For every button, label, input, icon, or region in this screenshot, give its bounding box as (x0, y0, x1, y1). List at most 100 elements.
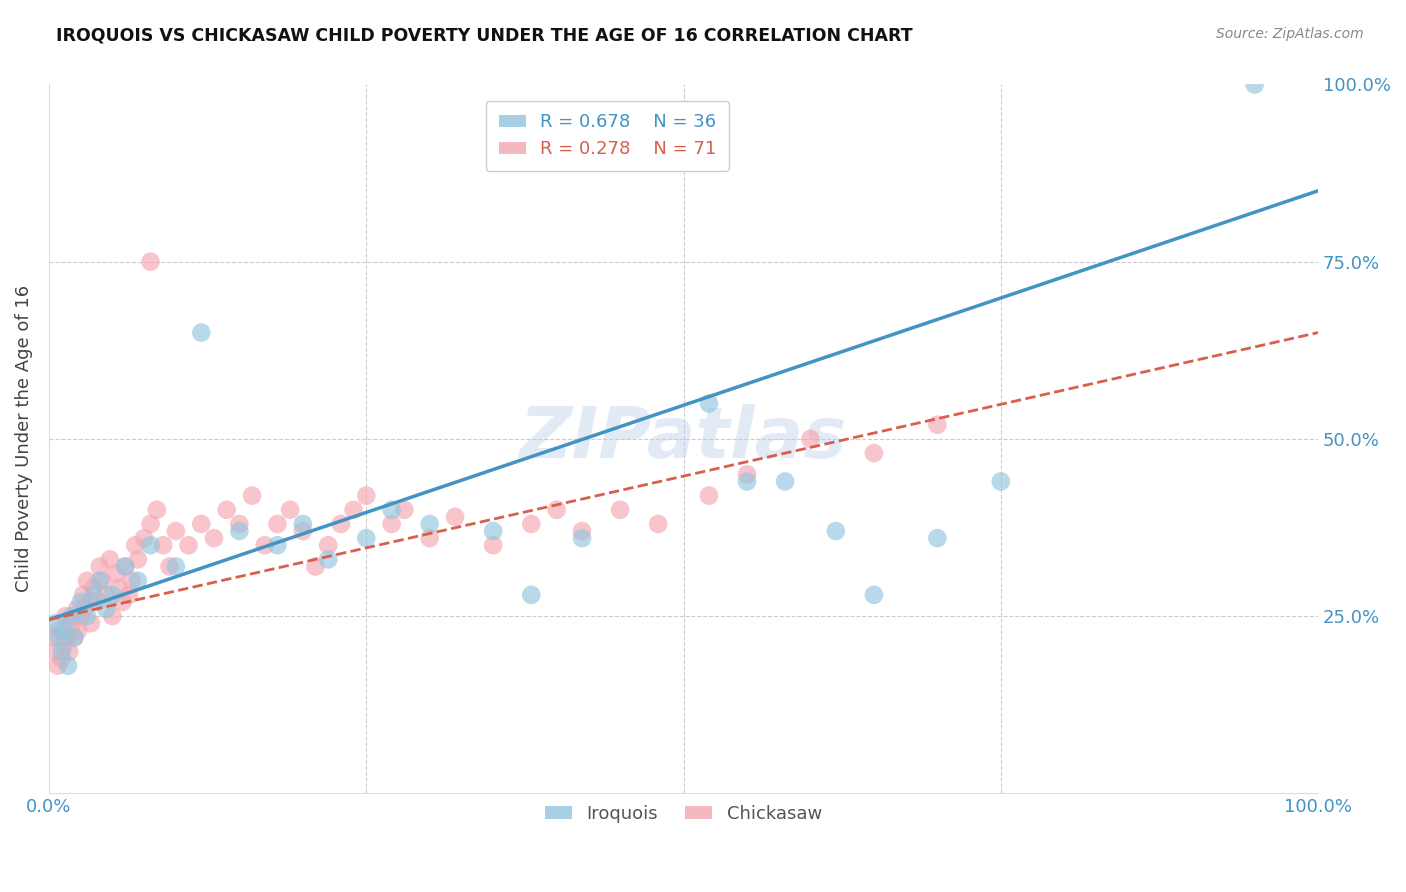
Point (381, 503, 404, 517)
Point (139, 254, 162, 268)
Point (394, 503, 416, 517)
Point (121, 574, 143, 588)
Point (73, 602, 96, 616)
Point (356, 489, 378, 503)
Point (444, 509, 467, 524)
Point (773, 475, 796, 489)
Point (60, 616, 83, 631)
Legend: Iroquois, Chickasaw: Iroquois, Chickasaw (534, 794, 832, 834)
Point (111, 595, 134, 609)
Point (735, 467, 758, 482)
Point (82, 581, 104, 595)
Point (609, 503, 631, 517)
Point (202, 531, 225, 545)
Point (571, 531, 593, 545)
Point (152, 538, 174, 552)
Point (520, 588, 543, 602)
Point (124, 538, 146, 552)
Point (146, 503, 169, 517)
Point (927, 531, 949, 545)
Point (127, 574, 149, 588)
Point (1243, 78, 1265, 92)
Point (240, 489, 263, 503)
Point (76, 574, 98, 588)
Text: Source: ZipAtlas.com: Source: ZipAtlas.com (1216, 27, 1364, 41)
Point (53, 638, 76, 652)
Point (177, 538, 200, 552)
Point (381, 516, 404, 531)
Point (48, 624, 70, 638)
Point (127, 552, 149, 566)
Point (63, 631, 86, 645)
Point (63, 631, 86, 645)
Point (60, 609, 83, 624)
Point (482, 538, 505, 552)
Point (291, 516, 314, 531)
Point (94, 602, 117, 616)
Point (101, 609, 124, 624)
Point (316, 552, 339, 566)
Point (356, 531, 378, 545)
Point (134, 531, 156, 545)
Point (253, 538, 276, 552)
Point (42, 631, 65, 645)
Point (419, 516, 441, 531)
Point (863, 588, 886, 602)
Point (291, 524, 314, 538)
Point (735, 475, 758, 489)
Text: ZIPatlas: ZIPatlas (520, 404, 848, 474)
Point (824, 524, 846, 538)
Point (46, 658, 69, 673)
Point (190, 516, 212, 531)
Point (55, 609, 77, 624)
Point (80, 616, 103, 631)
Point (520, 516, 543, 531)
Point (101, 588, 124, 602)
Point (51, 651, 73, 665)
Point (105, 566, 128, 581)
Point (927, 417, 949, 432)
Point (72, 588, 94, 602)
Point (56, 658, 79, 673)
Point (799, 432, 821, 446)
Point (51, 644, 73, 658)
Point (58, 644, 80, 658)
Point (98, 552, 121, 566)
Point (91, 574, 114, 588)
Point (69, 609, 91, 624)
Point (44, 644, 66, 658)
Point (66, 602, 89, 616)
Point (69, 595, 91, 609)
Point (571, 524, 593, 538)
Point (165, 559, 187, 574)
Point (139, 516, 162, 531)
Point (139, 538, 162, 552)
Point (278, 503, 301, 517)
Point (228, 524, 250, 538)
Point (697, 489, 720, 503)
Point (114, 559, 136, 574)
Point (159, 559, 181, 574)
Point (215, 503, 238, 517)
Point (316, 538, 339, 552)
Point (89, 559, 111, 574)
Point (107, 581, 129, 595)
Point (114, 559, 136, 574)
Point (94, 588, 117, 602)
Point (89, 574, 111, 588)
Point (329, 516, 352, 531)
Point (76, 609, 98, 624)
Point (647, 516, 669, 531)
Point (697, 396, 720, 410)
Point (86, 595, 108, 609)
Point (990, 475, 1012, 489)
Point (304, 559, 326, 574)
Point (165, 524, 187, 538)
Point (67, 624, 90, 638)
Point (82, 588, 104, 602)
Point (228, 516, 250, 531)
Y-axis label: Child Poverty Under the Age of 16: Child Poverty Under the Age of 16 (15, 285, 32, 592)
Point (48, 631, 70, 645)
Point (482, 524, 505, 538)
Point (56, 631, 79, 645)
